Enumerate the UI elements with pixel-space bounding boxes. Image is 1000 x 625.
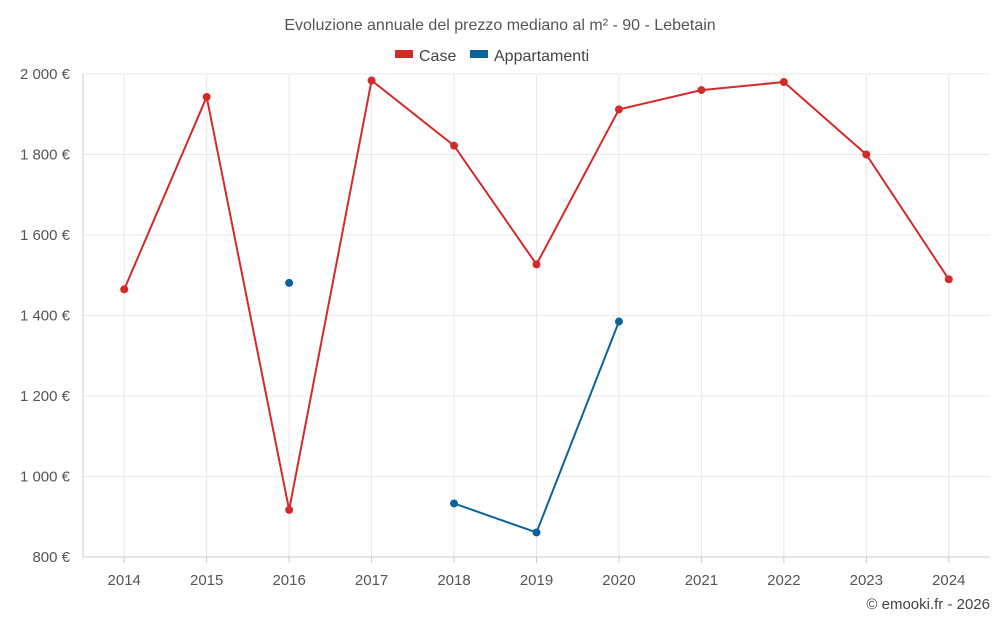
legend-swatch-case <box>395 50 413 58</box>
y-tick-label: 1 400 € <box>20 308 71 325</box>
legend-label-case: Case <box>419 48 456 65</box>
x-tick-label: 2014 <box>108 572 141 589</box>
data-point-appartamenti[interactable] <box>285 278 294 287</box>
chart-title: Evoluzione annuale del prezzo mediano al… <box>284 17 715 34</box>
x-tick-label: 2018 <box>437 572 470 589</box>
credit: © emooki.fr - 2026 <box>866 596 990 613</box>
x-tick-label: 2016 <box>272 572 305 589</box>
x-tick-label: 2022 <box>767 572 800 589</box>
data-point-case[interactable] <box>120 285 129 294</box>
series-appartamenti <box>285 278 623 537</box>
data-point-case[interactable] <box>697 86 706 95</box>
data-point-case[interactable] <box>862 150 871 159</box>
series-case <box>120 76 953 514</box>
x-tick-label: 2019 <box>520 572 553 589</box>
grid <box>83 73 990 558</box>
legend-item-case[interactable]: Case <box>395 48 456 65</box>
x-tick-label: 2024 <box>932 572 965 589</box>
y-tick-label: 1 800 € <box>20 147 71 164</box>
data-point-case[interactable] <box>532 260 541 269</box>
x-tick-label: 2023 <box>850 572 883 589</box>
x-tick-label: 2020 <box>602 572 635 589</box>
data-point-appartamenti[interactable] <box>614 317 623 326</box>
data-point-case[interactable] <box>202 92 211 101</box>
y-tick-label: 1 000 € <box>20 469 71 486</box>
y-tick-label: 1 200 € <box>20 388 71 405</box>
x-tick-label: 2021 <box>685 572 718 589</box>
data-point-appartamenti[interactable] <box>450 499 459 508</box>
legend: Case Appartamenti <box>395 48 589 65</box>
data-point-case[interactable] <box>450 141 459 150</box>
y-tick-label: 1 600 € <box>20 227 71 244</box>
legend-label-appartamenti: Appartamenti <box>494 48 589 65</box>
x-tick-label: 2017 <box>355 572 388 589</box>
data-point-appartamenti[interactable] <box>532 528 541 537</box>
data-point-case[interactable] <box>614 105 623 114</box>
legend-item-appartamenti[interactable]: Appartamenti <box>470 48 589 65</box>
y-tick-label: 2 000 € <box>20 66 71 83</box>
data-point-case[interactable] <box>779 78 788 87</box>
data-point-case[interactable] <box>285 505 294 514</box>
series <box>120 76 953 537</box>
y-tick-label: 800 € <box>32 549 70 566</box>
x-tick-label: 2015 <box>190 572 223 589</box>
legend-swatch-appartamenti <box>470 50 488 58</box>
data-point-case[interactable] <box>367 76 376 85</box>
axes: 800 € 1 000 € 1 200 € 1 400 € 1 600 € 1 800 €… <box>20 66 990 589</box>
data-point-case[interactable] <box>944 275 953 284</box>
